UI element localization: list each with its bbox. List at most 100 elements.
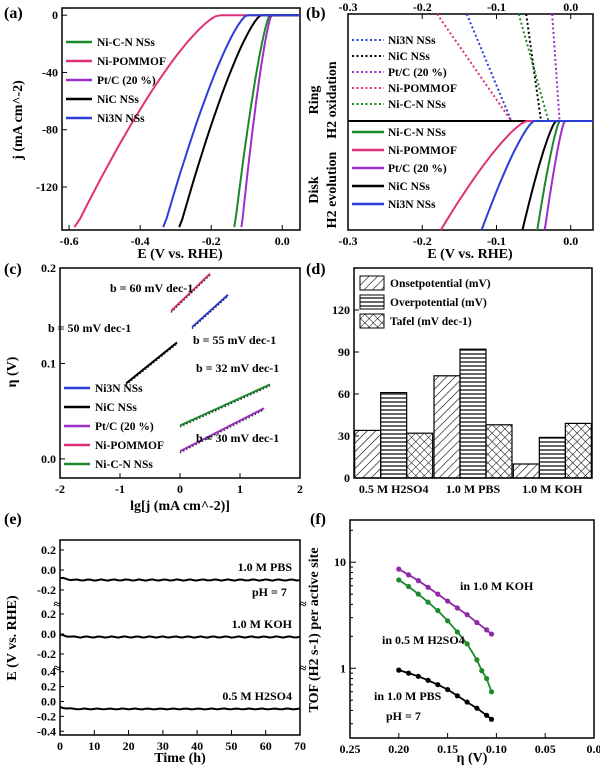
f-ytick-label: 1 xyxy=(340,661,346,675)
b-disk-curve xyxy=(521,120,593,231)
c-xtick-label: -2 xyxy=(55,482,65,496)
b-disk-legend-label: Ni-POMMOF xyxy=(388,145,457,157)
f-xtick-label: 0.10 xyxy=(486,742,507,756)
f-data-point xyxy=(474,619,480,626)
b-ring-curve xyxy=(465,13,513,122)
a-ytick-label: -40 xyxy=(42,65,58,79)
a-legend-label: Ni3N NSs xyxy=(97,113,145,125)
c-data-line xyxy=(191,295,229,330)
c-fit-line xyxy=(179,407,265,453)
e-ytick-label: 0.2 xyxy=(41,607,56,621)
d-bar xyxy=(354,429,382,479)
d-category-label: 0.5 M H2SO4 xyxy=(359,482,429,496)
f-data-point xyxy=(405,572,412,578)
b-disk-curve xyxy=(536,120,593,231)
e-ytick-label: 0.2 xyxy=(41,543,56,557)
f-data-point xyxy=(425,599,431,605)
d-bar xyxy=(459,348,487,479)
ring-label: Ring xyxy=(307,86,322,115)
d-legend-swatch xyxy=(359,275,385,291)
panel-c-label: (c) xyxy=(4,261,22,278)
f-data-point xyxy=(396,667,402,673)
f-series-label: in 1.0 M KOH xyxy=(460,579,534,593)
f-series-label: in 0.5 M H2SO4 xyxy=(382,633,465,647)
f-data-point xyxy=(445,686,451,693)
f-data-point xyxy=(488,689,495,695)
panel-c-xlabel: lg[j (mA cm^-2)] xyxy=(130,499,230,514)
panel-c: (c) -2 -1 0 1 2 0.0 0.1 0.2 b = 60 mV dec-1 b = 5… xyxy=(4,261,303,514)
panel-b: (b) -0.3 -0.3 -0.2 -0.2 -0.1 -0.1 0.0 0.0 Ni3N N… xyxy=(306,0,594,262)
b-xtick-label: 0.0 xyxy=(563,234,578,248)
f-xtick-label: 0.15 xyxy=(437,742,458,756)
e-xtick-label: 30 xyxy=(157,739,169,753)
f-data-point xyxy=(488,716,495,722)
e-ytick-label: -0.2 xyxy=(37,583,56,597)
a-legend-label: Ni-POMMOF xyxy=(97,56,166,68)
f-xtick-label: 0.0 xyxy=(587,742,600,756)
b-xtick-label: -0.1 xyxy=(487,234,506,248)
f-data-point xyxy=(396,577,402,583)
f-data-point xyxy=(474,705,480,711)
f-series-label: in 1.0 M PBS xyxy=(374,689,442,703)
c-xtick-label: 2 xyxy=(297,482,303,496)
panel-e-xlabel: Time (h) xyxy=(154,751,206,766)
e-ytick-label: 0.0 xyxy=(41,695,56,709)
ring-sublabel: H2 oxidation xyxy=(325,61,340,139)
b-disk-legend-label: Ni-C-N NSs xyxy=(388,127,446,139)
b-ring-curve xyxy=(551,13,561,122)
e-axis-break: ≈ xyxy=(300,597,307,611)
f-data-point xyxy=(479,668,485,674)
f-data-point xyxy=(405,583,412,590)
e-ytick-label: 0.0 xyxy=(41,627,56,641)
c-data-line xyxy=(125,343,178,386)
e-xtick-label: 40 xyxy=(191,739,203,753)
f-data-point xyxy=(435,607,441,614)
c-tafel-annotation: b = 50 mV dec-1 xyxy=(48,321,131,335)
c-tafel-annotation: b = 30 mV dec-1 xyxy=(196,431,279,445)
c-xtick-label: 1 xyxy=(237,482,243,496)
f-data-point xyxy=(415,591,421,597)
f-data-point xyxy=(425,677,431,683)
a-xtick-label: -0.6 xyxy=(60,234,79,248)
c-tafel-annotation: b = 60 mV dec-1 xyxy=(110,281,193,295)
b-ring-curve xyxy=(517,13,550,122)
f-data-point xyxy=(484,675,490,682)
panel-a: (a) -0.6 -0.4 -0.2 0.0 0 -40 -80 -120 Ni-C-N NSs… xyxy=(4,5,301,262)
panel-f-frame xyxy=(349,519,595,739)
b-disk-legend-label: Ni3N NSs xyxy=(388,199,436,211)
f-xtick-label: 0.25 xyxy=(340,742,361,756)
d-legend-label: Overpotential (mV) xyxy=(390,297,487,309)
panel-a-frame xyxy=(61,7,301,231)
a-xtick-label: -0.4 xyxy=(131,234,150,248)
c-fit-line xyxy=(179,383,271,427)
c-data-line xyxy=(179,385,271,428)
d-ytick-label: 30 xyxy=(338,429,350,443)
b-disk-curve xyxy=(439,120,593,231)
b-ring-legend-label: Ni3N NSs xyxy=(388,35,436,47)
panel-f-xlabel: η (V) xyxy=(457,751,488,766)
d-category-label: 1.0 M KOH xyxy=(522,482,583,496)
b-xtick-top-label: -0.1 xyxy=(487,0,506,14)
f-xtick-label: 0.20 xyxy=(388,742,409,756)
e-section-label: 1.0 M KOH xyxy=(232,617,293,631)
f-data-point xyxy=(484,712,490,718)
e-section-note: pH = 7 xyxy=(252,585,287,599)
f-data-point xyxy=(454,629,460,635)
panel-e-ylabel: E (V vs. RHE) xyxy=(5,595,20,681)
f-data-point xyxy=(464,641,470,647)
c-legend-label: Ni-C-N NSs xyxy=(95,459,153,471)
panel-a-ylabel: j (mA cm^-2) xyxy=(11,80,26,161)
e-axis-break: ≈ xyxy=(300,661,307,675)
f-data-point xyxy=(464,699,470,705)
panel-e-label: (e) xyxy=(4,511,22,528)
e-stability-trace xyxy=(59,706,301,711)
d-ytick-label: 60 xyxy=(338,387,350,401)
d-bar xyxy=(512,463,540,479)
disk-label: Disk xyxy=(307,176,322,203)
e-xtick-label: 60 xyxy=(260,739,272,753)
e-ytick-label: 0.0 xyxy=(41,563,56,577)
e-xtick-label: 0 xyxy=(57,739,63,753)
d-bar xyxy=(406,432,434,479)
a-xtick-label: -0.2 xyxy=(202,234,221,248)
